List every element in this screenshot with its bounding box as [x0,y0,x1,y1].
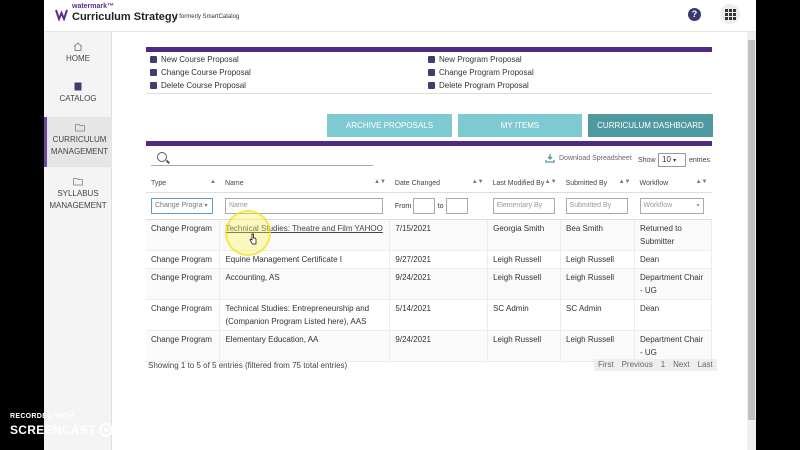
proposal-name[interactable]: Equine Management Certificate I [219,250,391,269]
brand-subtitle: | formerly SmartCatalog [176,14,240,20]
sidebar: HOME CATALOG CURRICULUM MANAGEMENT SYLLA… [44,32,112,450]
divider [146,93,712,94]
new-course-proposal-link[interactable]: New Course Proposal [150,53,251,66]
screencast-watermark: RECORDED WITH SCREENCAST MATIC [10,413,155,437]
date-to-input[interactable] [445,197,468,214]
chevron-down-icon: ▾ [204,202,208,209]
download-icon[interactable] [545,153,555,163]
sort-icon: ▲▼ [374,179,386,185]
table-info: Showing 1 to 5 of 5 entries (filtered fr… [148,361,348,370]
folder-icon [74,124,85,132]
checkbox-icon [428,82,435,89]
pager-previous[interactable]: Previous [621,360,653,369]
course-proposal-links: New Course Proposal Change Course Propos… [150,53,251,92]
new-program-proposal-link[interactable]: New Program Proposal [428,53,534,66]
proposal-name[interactable]: Technical Studies: Entrepreneurship and … [219,299,391,331]
curriculum-dashboard-button[interactable]: CURRICULUM DASHBOARD [588,114,713,137]
to-label: to [437,202,444,210]
apps-grid-icon[interactable] [720,4,740,24]
change-course-proposal-link[interactable]: Change Course Proposal [150,66,251,79]
pager-first[interactable]: First [598,360,614,369]
checkbox-icon [150,82,157,89]
column-header-submitted-by[interactable]: Submitted By ▲▼ [560,175,635,193]
page-size-select[interactable]: 10 ▾ [658,153,686,167]
sidebar-item-curriculum-management[interactable]: CURRICULUM MANAGEMENT [44,117,112,167]
table-row[interactable]: Change Program Elementary Education, AA … [146,330,712,362]
my-items-button[interactable]: MY ITEMS [458,114,582,137]
download-spreadsheet-link[interactable]: Download Spreadsheet [559,155,632,162]
archive-proposals-button[interactable]: ARCHIVE PROPOSALS [327,114,452,137]
column-header-date-changed[interactable]: Date Changed ▲▼ [389,175,488,193]
purple-divider [146,47,712,52]
delete-program-proposal-link[interactable]: Delete Program Proposal [428,79,534,92]
search-input[interactable] [151,152,373,166]
search-icon [157,152,167,162]
sidebar-item-label: CATALOG [59,94,97,103]
sidebar-item-home[interactable]: HOME [44,42,112,65]
app-title[interactable]: Curriculum Strategy [72,11,178,23]
name-filter-input[interactable]: Name [224,197,383,214]
table-row[interactable]: Change Program Equine Management Certifi… [146,250,712,269]
checkbox-icon [428,69,435,76]
home-icon [73,42,83,51]
pagination: First Previous 1 Next Last [594,359,717,371]
sidebar-item-label: CURRICULUM MANAGEMENT [50,135,109,156]
sort-icon: ▲ [210,179,216,185]
sidebar-item-label: SYLLABUS MANAGEMENT [49,189,107,210]
table-row[interactable]: Change Program Accounting, AS 9/24/2021 … [146,268,712,300]
delete-course-proposal-link[interactable]: Delete Course Proposal [150,79,251,92]
purple-divider [146,141,712,146]
sort-icon: ▲▼ [695,179,708,185]
last-modified-filter-input[interactable]: Elementary By [492,197,555,214]
entries-label: entries [689,157,711,164]
chevron-down-icon: ▾ [673,158,677,164]
column-header-last-modified-by[interactable]: Last Modified By ▲▼ [487,175,561,193]
change-program-proposal-link[interactable]: Change Program Proposal [428,66,534,79]
book-icon [74,82,82,91]
column-header-workflow[interactable]: Workflow ▲▼ [634,175,712,193]
workflow-filter-select[interactable]: Workflow ▾ [639,197,704,214]
sidebar-item-catalog[interactable]: CATALOG [44,82,112,105]
proposal-name[interactable]: Accounting, AS [219,268,391,300]
click-highlight [225,210,271,256]
app-window: watermark™ Curriculum Strategy | formerl… [44,0,756,450]
table-row[interactable]: Change Program Technical Studies: Entrep… [146,299,712,331]
checkbox-icon [150,69,157,76]
column-header-name[interactable]: Name ▲▼ [219,175,390,193]
folder-icon [73,178,83,186]
chevron-down-icon: ▾ [696,202,700,209]
sort-icon: ▲▼ [618,179,631,185]
type-filter-select[interactable]: Change Progra ▾ [151,197,213,214]
help-icon[interactable]: ? [688,8,701,21]
proposal-name[interactable]: Elementary Education, AA [219,330,391,362]
proposal-name-link[interactable]: Technical Studies: Theatre and Film YAHO… [225,223,383,233]
checkbox-icon [428,56,435,63]
watermark-logo-icon [55,9,68,21]
submitted-by-filter-input[interactable]: Submitted By [565,197,628,214]
pager-page-1[interactable]: 1 [660,360,666,369]
pager-last[interactable]: Last [697,360,713,369]
sidebar-item-syllabus-management[interactable]: SYLLABUS MANAGEMENT [44,177,112,212]
from-label: From [394,202,412,210]
column-header-type[interactable]: Type ▲ [146,175,220,193]
sort-icon: ▲▼ [471,179,484,185]
screencast-logo-icon [98,423,113,437]
proposals-table: Type ▲ Name ▲▼ Date Changed ▲▼ Last Modifie… [146,175,712,362]
hand-cursor-icon [249,233,257,245]
date-from-input[interactable] [413,197,436,214]
sort-icon: ▲▼ [544,179,557,185]
program-proposal-links: New Program Proposal Change Program Prop… [428,53,534,92]
checkbox-icon [150,56,157,63]
brand-small: watermark™ [72,3,115,10]
top-header: watermark™ Curriculum Strategy | formerl… [44,0,756,32]
vertical-scrollbar[interactable] [747,32,756,450]
show-label: Show [638,157,656,164]
pager-next[interactable]: Next [673,360,690,369]
sidebar-item-label: HOME [66,54,90,63]
scrollbar-thumb[interactable] [748,40,755,420]
